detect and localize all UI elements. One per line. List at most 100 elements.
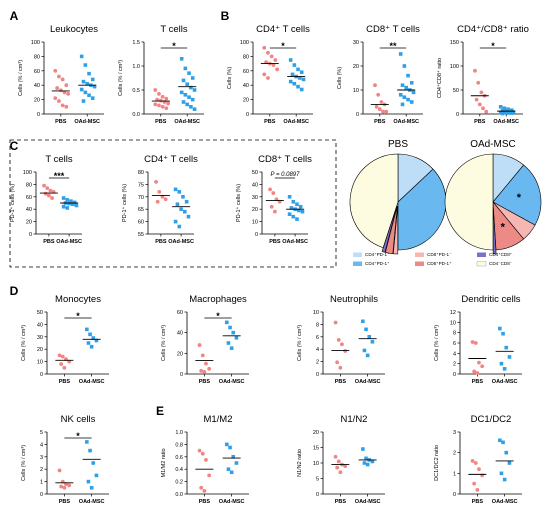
y-tick-label: 100 bbox=[240, 40, 249, 46]
data-point-pbs bbox=[64, 83, 69, 88]
chart-12: Dendritic cells Cells (% / cm³) 0 2 4 6 8 10 12 P… bbox=[434, 294, 522, 385]
data-point-oad-msc bbox=[365, 353, 370, 358]
data-point-pbs bbox=[42, 183, 46, 188]
chart-9: Monocytes Cells (% / cm³) 0 10 20 30 40 50 PBS OA… bbox=[21, 294, 109, 385]
data-point-oad-msc bbox=[509, 111, 514, 115]
data-point-oad-msc bbox=[177, 190, 182, 194]
data-point-oad-msc bbox=[297, 208, 301, 213]
y-tick-label: 0 bbox=[316, 492, 319, 498]
data-point-pbs bbox=[477, 467, 481, 472]
data-point-pbs bbox=[204, 458, 208, 462]
data-point-oad-msc bbox=[184, 199, 189, 204]
panel-label-d: D bbox=[10, 284, 19, 298]
data-point-oad-msc bbox=[225, 320, 229, 325]
data-point-oad-msc bbox=[501, 331, 505, 336]
data-point-pbs bbox=[266, 50, 270, 55]
x-tick-label: OAd-MSC bbox=[79, 499, 105, 505]
x-tick-label: OAd-MSC bbox=[393, 119, 419, 125]
y-tick-label: 60 bbox=[26, 195, 32, 201]
data-point-pbs bbox=[57, 99, 61, 103]
y-tick-label: 0.4 bbox=[175, 467, 183, 473]
y-tick-label: 50 bbox=[252, 170, 258, 176]
data-point-pbs bbox=[264, 60, 269, 65]
data-point-oad-msc bbox=[90, 96, 95, 100]
data-point-oad-msc bbox=[173, 187, 178, 192]
data-point-oad-msc bbox=[181, 78, 186, 83]
data-point-pbs bbox=[336, 338, 341, 342]
data-point-oad-msc bbox=[298, 76, 302, 80]
data-point-oad-msc bbox=[88, 448, 92, 453]
y-tick-label: 2 bbox=[453, 362, 456, 368]
y-tick-label: 0.5 bbox=[132, 88, 140, 94]
data-point-oad-msc bbox=[83, 90, 88, 95]
data-point-pbs bbox=[50, 196, 54, 200]
y-axis-label: PD-1⁺ cells (%) bbox=[121, 184, 128, 222]
data-point-oad-msc bbox=[406, 97, 410, 102]
y-tick-label: 4 bbox=[40, 442, 43, 448]
y-tick-label: 60 bbox=[177, 310, 183, 316]
data-point-oad-msc bbox=[411, 90, 416, 95]
data-point-oad-msc bbox=[61, 196, 66, 200]
y-tick-label: 1.0 bbox=[175, 430, 183, 436]
data-point-oad-msc bbox=[400, 102, 405, 107]
y-tick-label: 0 bbox=[40, 372, 43, 378]
y-axis-label: Cells (% / cm³) bbox=[118, 60, 124, 96]
data-point-pbs bbox=[57, 353, 62, 358]
x-tick-label: PBS bbox=[155, 119, 167, 125]
data-point-pbs bbox=[59, 362, 64, 366]
data-point-oad-msc bbox=[83, 63, 88, 67]
data-point-oad-msc bbox=[498, 110, 503, 115]
x-tick-label: PBS bbox=[374, 119, 386, 125]
y-axis-label: N1/N2 ratio bbox=[297, 449, 303, 477]
data-point-oad-msc bbox=[289, 206, 294, 210]
data-point-pbs bbox=[335, 360, 340, 365]
chart-title: Neutrophils bbox=[330, 294, 378, 305]
data-point-pbs bbox=[200, 451, 205, 456]
x-tick-label: OAd-MSC bbox=[219, 499, 245, 505]
y-tick-label: 60 bbox=[243, 69, 249, 75]
data-point-pbs bbox=[475, 487, 480, 492]
x-tick-label: PBS bbox=[199, 379, 211, 385]
data-point-oad-msc bbox=[87, 71, 91, 76]
pie-slice bbox=[492, 205, 497, 255]
y-tick-label: 0.6 bbox=[175, 455, 183, 461]
data-point-pbs bbox=[163, 197, 168, 202]
chart-13: NK cells Cells (% / cm³) 0 1 2 3 4 5 PBS OAd-MSC * bbox=[21, 414, 109, 505]
data-point-pbs bbox=[481, 106, 485, 111]
y-tick-label: 10 bbox=[450, 320, 456, 326]
y-tick-label: 1.5 bbox=[132, 40, 140, 46]
data-point-oad-msc bbox=[364, 327, 368, 332]
data-point-oad-msc bbox=[502, 110, 507, 115]
data-point-oad-msc bbox=[509, 108, 514, 112]
data-point-pbs bbox=[202, 370, 207, 374]
data-point-pbs bbox=[59, 484, 64, 489]
legend-label: CD4⁺PD-1⁺ bbox=[365, 261, 390, 266]
chart-title: N1/N2 bbox=[341, 414, 368, 425]
chart-7: CD4⁺ T cells PD-1⁺ cells (%) 55 60 65 70 75 80 P… bbox=[121, 154, 198, 245]
y-tick-label: 4 bbox=[316, 347, 319, 353]
pie-slice bbox=[444, 153, 494, 251]
data-point-pbs bbox=[477, 360, 481, 365]
data-point-oad-msc bbox=[231, 330, 236, 335]
y-tick-label: 40 bbox=[243, 83, 249, 89]
legend-label: CD4⁺PD-1⁻ bbox=[365, 252, 390, 257]
data-point-pbs bbox=[45, 186, 50, 191]
data-point-oad-msc bbox=[79, 87, 84, 92]
data-point-oad-msc bbox=[86, 479, 91, 484]
data-point-oad-msc bbox=[398, 93, 403, 97]
data-point-oad-msc bbox=[398, 52, 403, 56]
data-point-pbs bbox=[266, 76, 270, 80]
chart-title: CD4⁺ T cells bbox=[144, 154, 198, 165]
data-point-oad-msc bbox=[231, 455, 236, 459]
data-point-pbs bbox=[377, 107, 382, 112]
data-point-oad-msc bbox=[288, 79, 293, 84]
x-tick-label: PBS bbox=[472, 499, 484, 505]
y-tick-label: 10 bbox=[37, 360, 43, 366]
data-point-oad-msc bbox=[87, 93, 91, 98]
data-point-oad-msc bbox=[501, 440, 505, 445]
data-point-pbs bbox=[197, 448, 202, 453]
data-point-oad-msc bbox=[291, 199, 296, 204]
legend-label: CD8⁺PD-1⁻ bbox=[427, 252, 452, 257]
data-point-pbs bbox=[55, 86, 60, 90]
y-tick-label: 0 bbox=[40, 492, 43, 498]
